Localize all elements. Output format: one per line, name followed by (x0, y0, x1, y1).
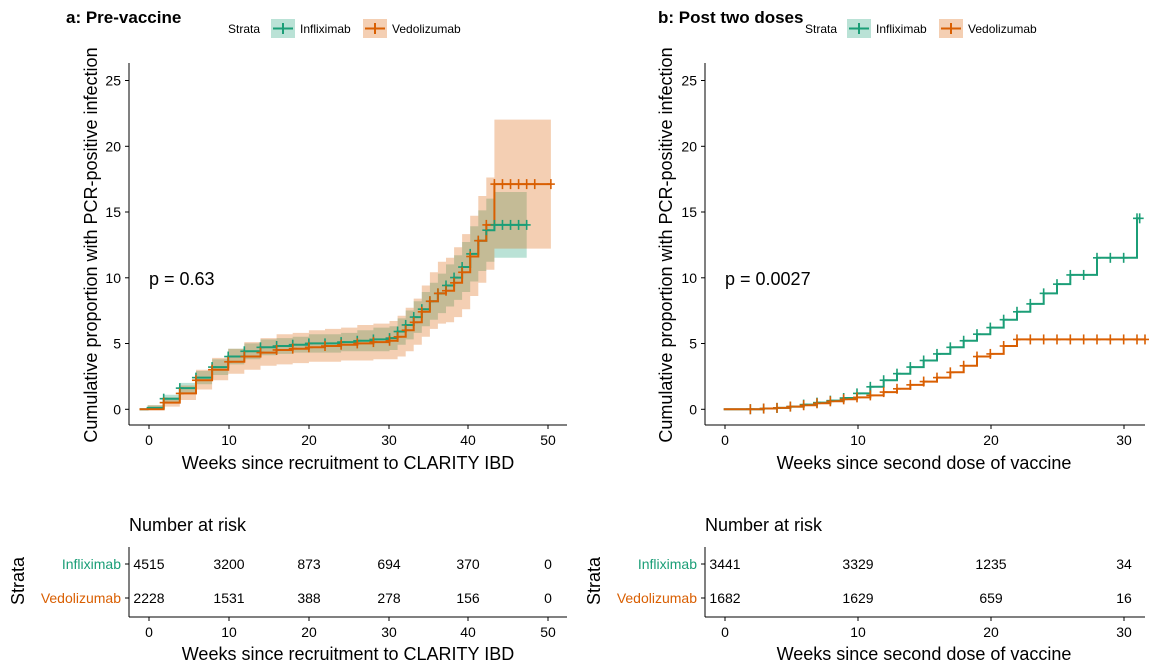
x-tick-label: 10 (850, 624, 866, 640)
risk-count: 2228 (133, 590, 164, 606)
panel-a-legend-title: Strata (228, 22, 260, 36)
panel-b-pvalue: p = 0.0027 (725, 269, 811, 289)
risk-count: 370 (456, 556, 480, 572)
y-tick-label: 0 (689, 401, 697, 417)
panel-b-title: b: Post two doses (658, 8, 803, 27)
panel-b-legend-title: Strata (805, 22, 837, 36)
risk-count: 1531 (213, 590, 244, 606)
x-tick-label: 40 (460, 624, 476, 640)
x-tick-label: 30 (1116, 432, 1132, 448)
panel-b-y-ticks: 0 5 10 15 20 25 (681, 73, 705, 417)
risk-count: 659 (979, 590, 1003, 606)
risk-count: 873 (297, 556, 321, 572)
x-tick-label: 20 (301, 432, 317, 448)
risk-count: 0 (544, 556, 552, 572)
risk-count: 156 (456, 590, 480, 606)
x-tick-label: 0 (721, 624, 729, 640)
risk-table-strata-label: Strata (8, 556, 28, 605)
ci-band-infliximab (139, 192, 527, 410)
panel-a-pvalue: p = 0.63 (149, 269, 215, 289)
risk-row-label-infliximab: Infliximab (62, 556, 121, 572)
x-tick-label: 0 (145, 624, 153, 640)
y-tick-label: 15 (681, 204, 697, 220)
risk-count: 694 (377, 556, 401, 572)
panel-b-legend-label-infliximab: Infliximab (876, 22, 927, 36)
y-tick-label: 10 (681, 270, 697, 286)
panel-a-risk-table: Number at risk Strata Infliximab Vedoliz… (8, 515, 567, 664)
x-tick-label: 30 (381, 624, 397, 640)
risk-row-label-vedolizumab: Vedolizumab (617, 590, 697, 606)
x-tick-label: 0 (145, 432, 153, 448)
km-curve-infliximab (723, 217, 1140, 411)
panel-b-legend: Strata Infliximab Vedolizumab (805, 19, 1037, 38)
risk-table-x-axis-label: Weeks since recruitment to CLARITY IBD (182, 644, 514, 664)
risk-count: 1629 (842, 590, 873, 606)
risk-count: 3441 (709, 556, 740, 572)
panel-a-title: a: Pre-vaccine (66, 8, 181, 27)
risk-table-title: Number at risk (705, 515, 823, 535)
panel-a-legend-label-vedolizumab: Vedolizumab (392, 22, 461, 36)
risk-row-label-vedolizumab: Vedolizumab (41, 590, 121, 606)
x-tick-label: 10 (221, 624, 237, 640)
risk-row-label-infliximab: Infliximab (638, 556, 697, 572)
y-tick-label: 25 (681, 73, 697, 89)
panel-b-y-axis-label: Cumulative proportion with PCR-positive … (656, 47, 676, 442)
panel-a-x-ticks: 0 10 20 30 40 50 (145, 425, 556, 448)
panel-b-plot-area (723, 213, 1149, 415)
risk-count: 278 (377, 590, 401, 606)
y-tick-label: 25 (105, 73, 121, 89)
km-curve-vedolizumab (723, 338, 1145, 411)
risk-count: 3329 (842, 556, 873, 572)
panel-b-risk-table: Number at risk Strata Infliximab Vedoliz… (584, 515, 1145, 664)
x-tick-label: 10 (850, 432, 866, 448)
risk-count: 0 (544, 590, 552, 606)
x-tick-label: 20 (983, 624, 999, 640)
ci-band-vedolizumab (139, 119, 551, 410)
x-tick-label: 20 (301, 624, 317, 640)
risk-count: 16 (1116, 590, 1132, 606)
panel-a-x-axis-label: Weeks since recruitment to CLARITY IBD (182, 453, 514, 473)
panel-a-y-ticks: 0 5 10 15 20 25 (105, 73, 129, 417)
x-tick-label: 0 (721, 432, 729, 448)
panel-b-x-axis-label: Weeks since second dose of vaccine (777, 453, 1072, 473)
y-tick-label: 20 (105, 138, 121, 154)
panel-b: b: Post two doses Strata Infliximab Vedo… (584, 8, 1149, 664)
risk-table-title: Number at risk (129, 515, 247, 535)
x-tick-label: 30 (1116, 624, 1132, 640)
panel-a: a: Pre-vaccine Strata Infliximab Vedoliz… (8, 8, 567, 664)
panel-b-x-ticks: 0 10 20 30 (721, 425, 1132, 448)
panel-a-y-axis-label: Cumulative proportion with PCR-positive … (81, 47, 101, 442)
risk-table-x-axis-label: Weeks since second dose of vaccine (777, 644, 1072, 664)
x-tick-label: 40 (460, 432, 476, 448)
panel-b-legend-label-vedolizumab: Vedolizumab (968, 22, 1037, 36)
risk-count: 34 (1116, 556, 1132, 572)
panel-a-legend: Strata Infliximab Vedolizumab (228, 19, 461, 38)
y-tick-label: 5 (113, 336, 121, 352)
risk-table-strata-label: Strata (584, 556, 604, 605)
x-tick-label: 30 (381, 432, 397, 448)
y-tick-label: 0 (113, 401, 121, 417)
y-tick-label: 20 (681, 138, 697, 154)
risk-count: 4515 (133, 556, 164, 572)
risk-count: 3200 (213, 556, 244, 572)
y-tick-label: 5 (689, 336, 697, 352)
x-tick-label: 10 (221, 432, 237, 448)
panel-a-legend-label-infliximab: Infliximab (300, 22, 351, 36)
y-tick-label: 10 (105, 270, 121, 286)
risk-count: 388 (297, 590, 321, 606)
x-tick-label: 50 (540, 624, 556, 640)
risk-count: 1235 (975, 556, 1006, 572)
risk-count: 1682 (709, 590, 740, 606)
x-tick-label: 20 (983, 432, 999, 448)
y-tick-label: 15 (105, 204, 121, 220)
x-tick-label: 50 (540, 432, 556, 448)
panel-a-plot-area (139, 119, 555, 411)
